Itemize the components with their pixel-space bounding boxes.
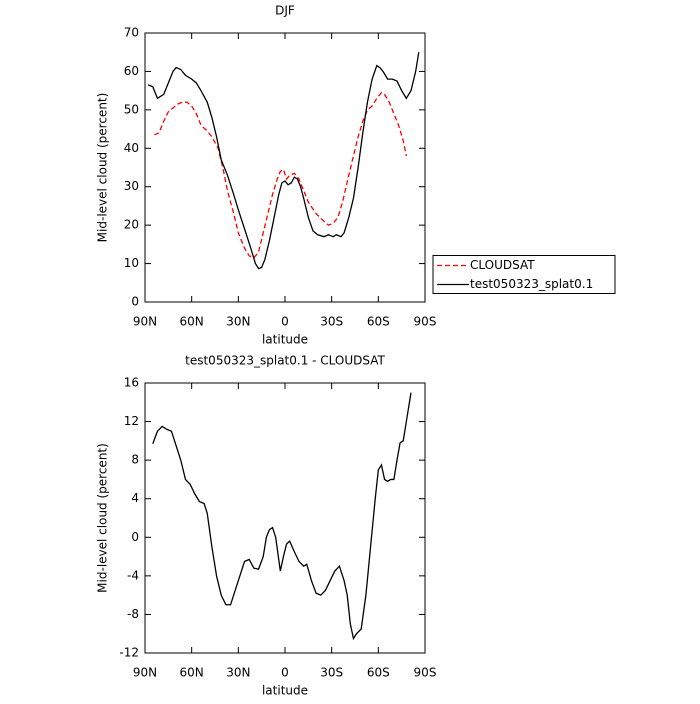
legend-label: CLOUDSAT [470,258,535,272]
plot-frame [144,32,426,303]
y-tick-label: 4 [131,491,139,505]
y-tick-label: 0 [131,295,139,309]
x-tick-label: 30S [320,666,343,680]
y-tick-label: 40 [124,141,139,155]
x-tick-label: 90N [133,315,157,329]
chart-title: DJF [275,4,295,18]
x-tick-label: 90S [414,315,437,329]
y-tick-label: 50 [124,102,139,116]
x-tick-label: 60S [367,666,390,680]
x-tick-label: 30S [320,315,343,329]
x-tick-label: 60N [180,315,204,329]
y-axis-label: Mid-level cloud (percent) [96,93,110,243]
plot-frame [144,382,426,654]
x-tick-label: 90S [414,666,437,680]
y-tick-label: -8 [127,607,139,621]
x-tick-label: 30N [226,666,250,680]
x-axis-label: latitude [262,684,308,698]
y-tick-label: 0 [131,530,139,544]
chart-title: test050323_splat0.1 - CLOUDSAT [185,354,385,368]
y-tick-label: 12 [124,414,139,428]
data-line [147,52,420,270]
y-tick-label: 20 [124,218,139,232]
data-line [152,392,412,641]
x-tick-label: 60S [367,315,390,329]
x-tick-label: 90N [133,666,157,680]
x-axis-label: latitude [262,333,308,347]
x-tick-label: 0 [281,666,289,680]
y-tick-label: -4 [127,568,139,582]
y-tick-label: 8 [131,453,139,467]
y-tick-label: 16 [124,376,139,390]
x-tick-label: 0 [281,315,289,329]
y-tick-label: 60 [124,64,139,78]
y-tick-label: -12 [119,646,139,660]
data-line [154,91,407,259]
x-tick-label: 60N [180,666,204,680]
y-axis-label: Mid-level cloud (percent) [96,443,110,593]
legend-box [432,255,616,294]
legend-label: test050323_splat0.1 [470,277,593,291]
y-tick-label: 10 [124,256,139,270]
x-tick-label: 30N [226,315,250,329]
y-tick-label: 30 [124,179,139,193]
y-tick-label: 70 [124,26,139,40]
